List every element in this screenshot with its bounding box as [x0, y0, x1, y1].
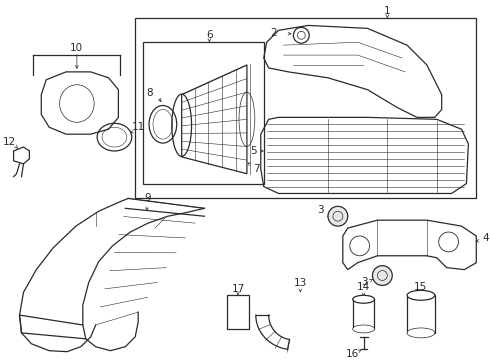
Text: 16: 16	[346, 348, 359, 359]
Bar	[227, 295, 249, 329]
Text: 15: 15	[415, 282, 428, 292]
Text: 17: 17	[231, 284, 245, 294]
Text: 14: 14	[357, 282, 370, 292]
Circle shape	[294, 27, 309, 43]
Text: 6: 6	[206, 30, 213, 40]
Text: 3: 3	[317, 205, 323, 215]
Bar	[407, 295, 435, 333]
Text: 9: 9	[145, 193, 151, 203]
Text: 4: 4	[483, 233, 490, 243]
Text: 5: 5	[250, 146, 257, 156]
Text: 12: 12	[3, 137, 16, 147]
Ellipse shape	[407, 291, 435, 300]
Text: 11: 11	[131, 122, 145, 132]
Text: 1: 1	[384, 6, 391, 15]
Ellipse shape	[407, 328, 435, 338]
Bar	[135, 18, 476, 198]
Circle shape	[328, 206, 348, 226]
Text: 2: 2	[270, 28, 277, 38]
Text: 10: 10	[70, 43, 83, 53]
Ellipse shape	[353, 295, 374, 303]
Text: 3: 3	[361, 278, 368, 288]
Text: 13: 13	[294, 278, 307, 288]
Text: 8: 8	[147, 87, 153, 98]
Text: 7: 7	[253, 164, 260, 174]
Ellipse shape	[353, 325, 374, 333]
Bar	[143, 42, 264, 184]
Circle shape	[372, 266, 392, 285]
Bar	[353, 299, 374, 329]
